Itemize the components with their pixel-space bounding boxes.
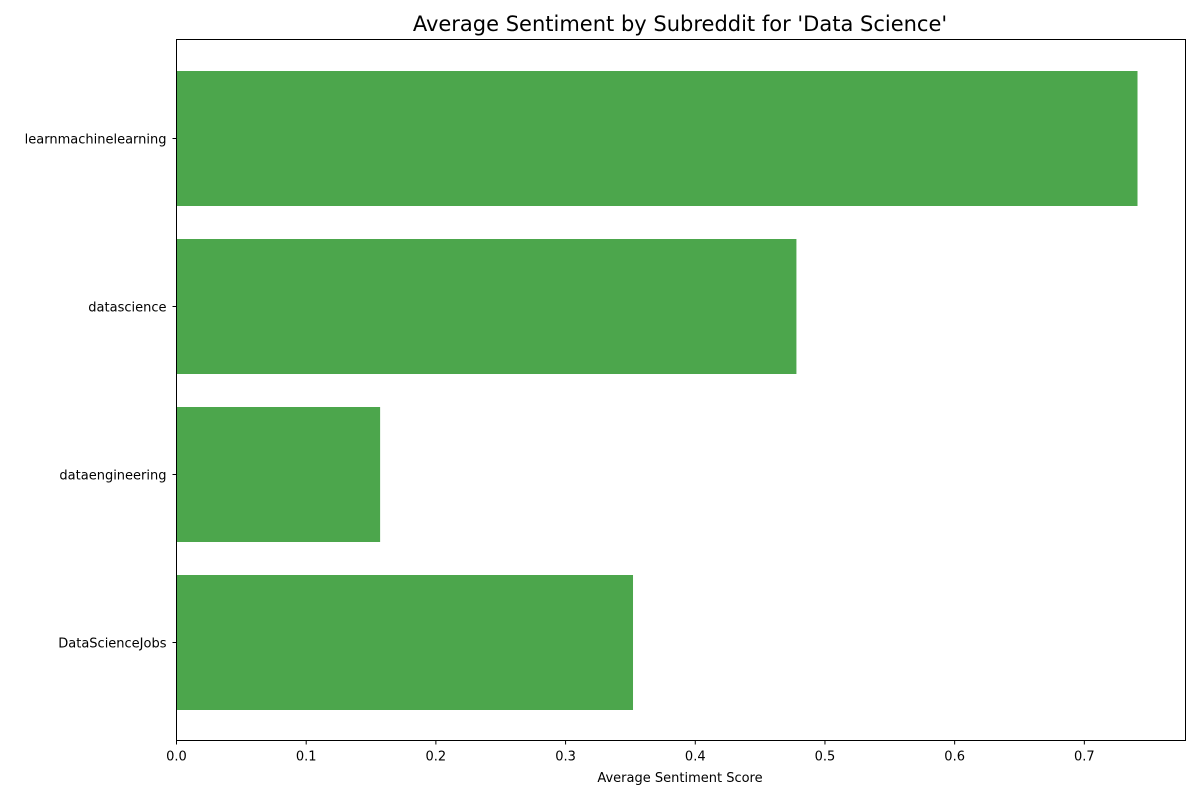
x-axis-ticks: 0.0 0.1 0.2 0.3 0.4 0.5 0.6 0.7 xyxy=(166,740,1095,765)
x-tick-label: 0.7 xyxy=(1074,750,1095,765)
bar-datascience xyxy=(176,239,797,374)
chart-title: Average Sentiment by Subreddit for 'Data… xyxy=(413,12,947,36)
x-tick-label: 0.0 xyxy=(166,750,187,765)
x-tick-label: 0.3 xyxy=(555,750,576,765)
bars-layer xyxy=(176,71,1138,710)
bar-learnmachinelearning xyxy=(176,71,1138,206)
y-tick-label: learnmachinelearning xyxy=(25,133,167,148)
x-tick-label: 0.5 xyxy=(815,750,836,765)
y-axis-ticks: learnmachinelearning datascience dataengin… xyxy=(25,133,177,652)
x-tick-label: 0.1 xyxy=(296,750,317,765)
y-tick-label: DataScienceJobs xyxy=(58,637,166,652)
bar-DataScienceJobs xyxy=(176,575,634,710)
x-tick-label: 0.6 xyxy=(944,750,965,765)
x-tick-label: 0.2 xyxy=(426,750,447,765)
y-tick-label: dataengineering xyxy=(59,469,166,484)
x-tick-label: 0.4 xyxy=(685,750,706,765)
x-axis-label: Average Sentiment Score xyxy=(597,771,762,786)
y-tick-label: datascience xyxy=(88,301,166,316)
bar-dataengineering xyxy=(176,407,381,542)
plot-frame xyxy=(176,39,1186,741)
